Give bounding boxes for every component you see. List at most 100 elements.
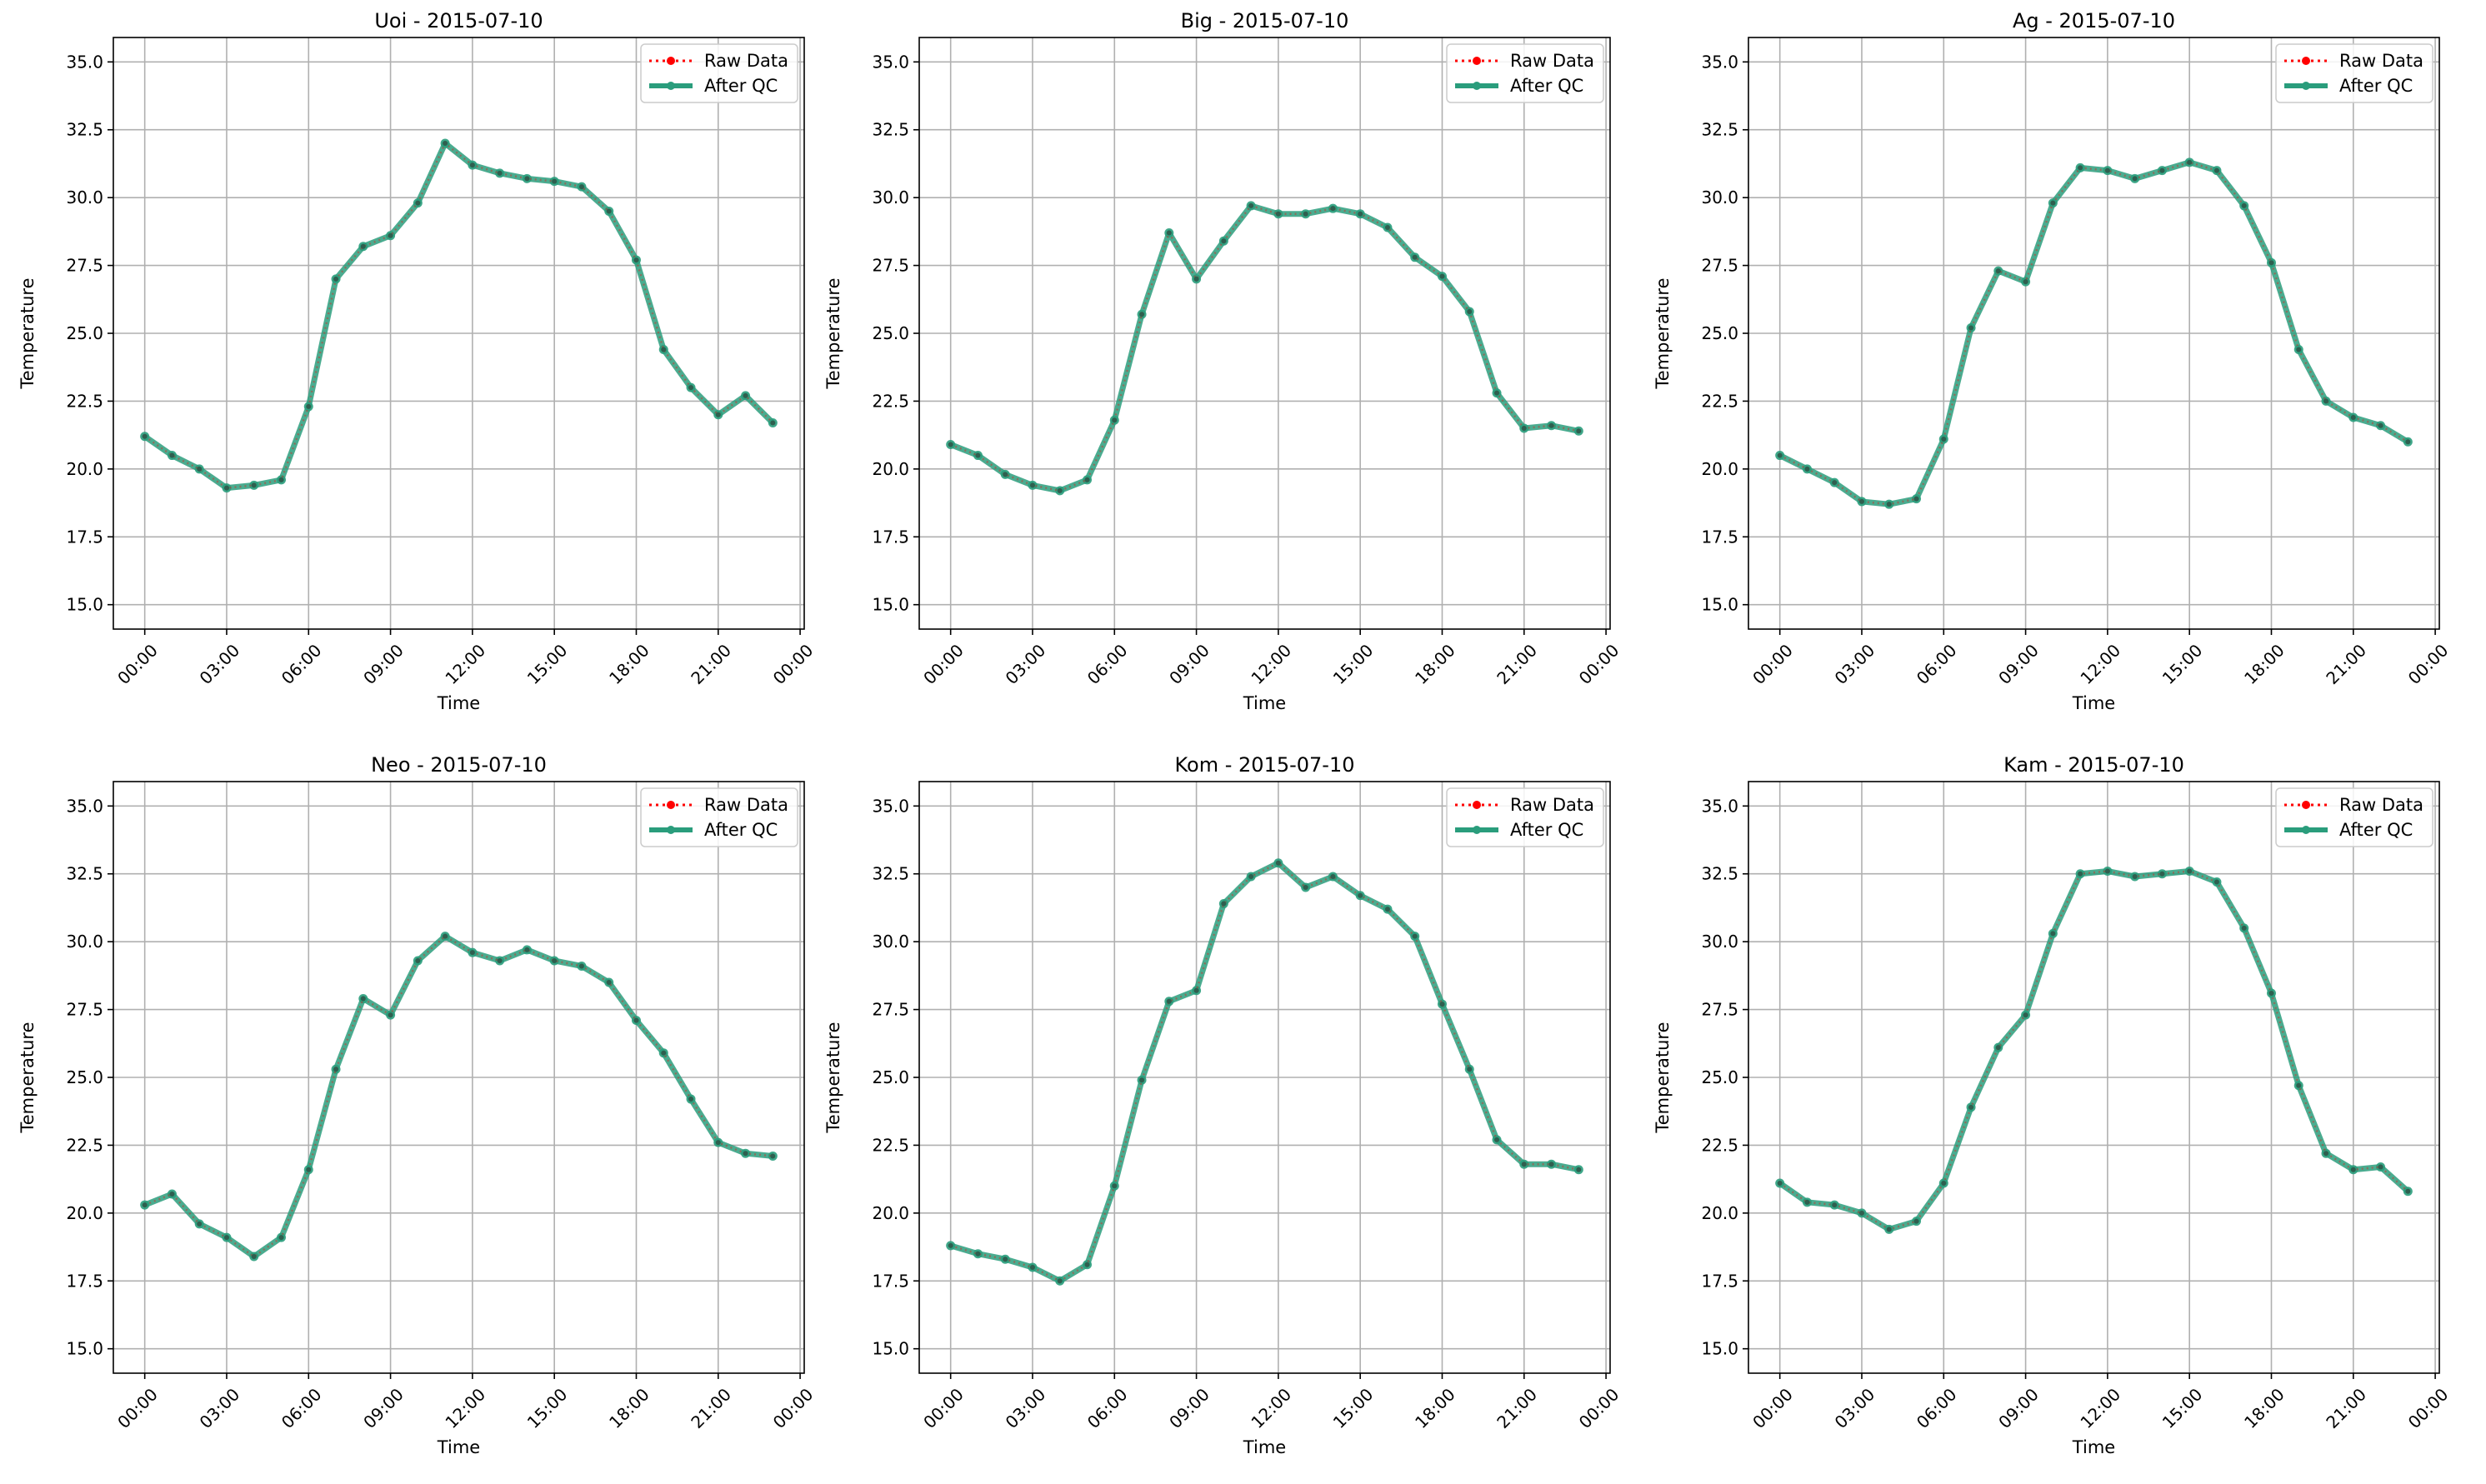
chart-title: Neo - 2015-07-10 — [371, 753, 547, 777]
data-point-raw-data — [333, 276, 339, 282]
chart-title: Kam - 2015-07-10 — [2003, 753, 2184, 777]
data-point-raw-data — [2350, 1167, 2356, 1172]
y-tick-label: 35.0 — [1701, 52, 1738, 72]
data-point-raw-data — [743, 1151, 748, 1157]
data-point-raw-data — [1275, 211, 1281, 217]
data-point-raw-data — [2104, 167, 2110, 173]
data-point-raw-data — [524, 176, 530, 182]
y-tick-label: 15.0 — [66, 1339, 103, 1359]
data-point-raw-data — [1412, 254, 1418, 260]
y-tick-label: 25.0 — [872, 1067, 909, 1087]
data-point-raw-data — [688, 385, 694, 391]
chart-title: Ag - 2015-07-10 — [2013, 9, 2175, 32]
legend-label-after-qc: After QC — [1510, 820, 1583, 840]
y-tick-label: 32.5 — [66, 864, 103, 884]
subplot-6: 15.017.520.022.525.027.530.032.535.000:0… — [1653, 753, 2452, 1457]
data-point-raw-data — [1548, 1162, 1554, 1167]
series-line-after-qc — [1778, 867, 2410, 1232]
data-point-raw-data — [142, 433, 148, 439]
y-tick-label: 17.5 — [1701, 527, 1738, 547]
data-point-raw-data — [1112, 1183, 1118, 1189]
data-point-raw-data — [1941, 1181, 1947, 1187]
data-point-raw-data — [2323, 1151, 2329, 1157]
data-point-raw-data — [2078, 871, 2083, 877]
legend-marker-after-qc — [1473, 82, 1481, 90]
data-point-raw-data — [1248, 202, 1254, 208]
x-axis-label: Time — [2072, 693, 2115, 713]
data-point-raw-data — [1384, 224, 1390, 230]
data-point-raw-data — [2159, 871, 2165, 877]
data-point-raw-data — [2405, 1188, 2411, 1194]
data-point-raw-data — [715, 412, 721, 417]
y-tick-label: 25.0 — [1701, 323, 1738, 343]
data-point-raw-data — [1439, 1002, 1445, 1007]
data-point-raw-data — [948, 442, 953, 447]
legend: Raw Data After QC — [1446, 787, 1604, 847]
legend: Raw Data After QC — [2275, 787, 2433, 847]
data-point-raw-data — [443, 933, 448, 939]
data-point-raw-data — [975, 1251, 981, 1257]
y-tick-label: 25.0 — [1701, 1067, 1738, 1087]
data-point-raw-data — [2159, 167, 2165, 173]
y-tick-label: 30.0 — [66, 932, 103, 952]
data-point-raw-data — [1330, 206, 1336, 212]
data-point-raw-data — [1303, 885, 1308, 891]
data-point-raw-data — [1275, 860, 1281, 866]
y-tick-label: 35.0 — [872, 52, 909, 72]
data-point-raw-data — [1858, 1210, 1864, 1216]
data-point-raw-data — [606, 980, 612, 986]
data-point-raw-data — [552, 178, 558, 184]
y-tick-label: 22.5 — [66, 1135, 103, 1155]
subplot-3: 15.017.520.022.525.027.530.032.535.000:0… — [1653, 9, 2452, 713]
data-point-raw-data — [2132, 176, 2138, 182]
series-line-raw-data — [143, 142, 774, 489]
data-point-raw-data — [633, 257, 639, 263]
y-tick-label: 20.0 — [872, 459, 909, 479]
data-point-raw-data — [524, 947, 530, 952]
data-point-raw-data — [223, 1235, 229, 1241]
data-point-raw-data — [1221, 238, 1227, 244]
data-point-raw-data — [743, 392, 748, 398]
data-point-raw-data — [415, 957, 421, 963]
chart-title: Uoi - 2015-07-10 — [374, 9, 543, 32]
y-tick-label: 17.5 — [1701, 1271, 1738, 1291]
data-point-raw-data — [2241, 202, 2247, 208]
data-point-raw-data — [2405, 439, 2411, 445]
y-tick-label: 22.5 — [872, 391, 909, 411]
data-point-raw-data — [388, 1012, 393, 1018]
data-point-raw-data — [169, 1192, 175, 1197]
data-point-raw-data — [1494, 1137, 1500, 1142]
legend-label-raw-data: Raw Data — [1510, 51, 1594, 71]
data-point-raw-data — [360, 243, 366, 249]
data-point-raw-data — [1886, 1227, 1892, 1232]
legend-marker-after-qc — [667, 82, 675, 90]
legend: Raw Data After QC — [2275, 43, 2433, 103]
data-point-raw-data — [2213, 167, 2219, 173]
legend-marker-raw-data — [1473, 57, 1481, 65]
data-point-raw-data — [2296, 347, 2302, 352]
y-tick-label: 17.5 — [66, 1271, 103, 1291]
data-point-raw-data — [2213, 879, 2219, 885]
y-tick-label: 30.0 — [1701, 187, 1738, 207]
data-point-raw-data — [1913, 496, 1919, 502]
legend: Raw Data After QC — [640, 787, 798, 847]
x-axis-label: Time — [1243, 693, 1286, 713]
data-point-raw-data — [552, 957, 558, 963]
data-point-raw-data — [1995, 1045, 2001, 1051]
data-point-raw-data — [278, 477, 284, 482]
data-point-raw-data — [469, 950, 475, 956]
data-point-raw-data — [2187, 868, 2193, 874]
data-point-raw-data — [469, 162, 475, 168]
series-line-raw-data — [1779, 161, 2408, 506]
data-point-raw-data — [497, 170, 503, 176]
data-point-raw-data — [1193, 276, 1199, 282]
data-point-raw-data — [948, 1242, 953, 1248]
data-point-raw-data — [1913, 1218, 1919, 1224]
data-point-raw-data — [1439, 273, 1445, 279]
data-point-raw-data — [1003, 1257, 1008, 1262]
data-point-raw-data — [661, 1050, 667, 1056]
legend-label-raw-data: Raw Data — [704, 51, 788, 71]
data-point-raw-data — [1576, 1167, 1582, 1172]
y-tick-label: 25.0 — [66, 1067, 103, 1087]
